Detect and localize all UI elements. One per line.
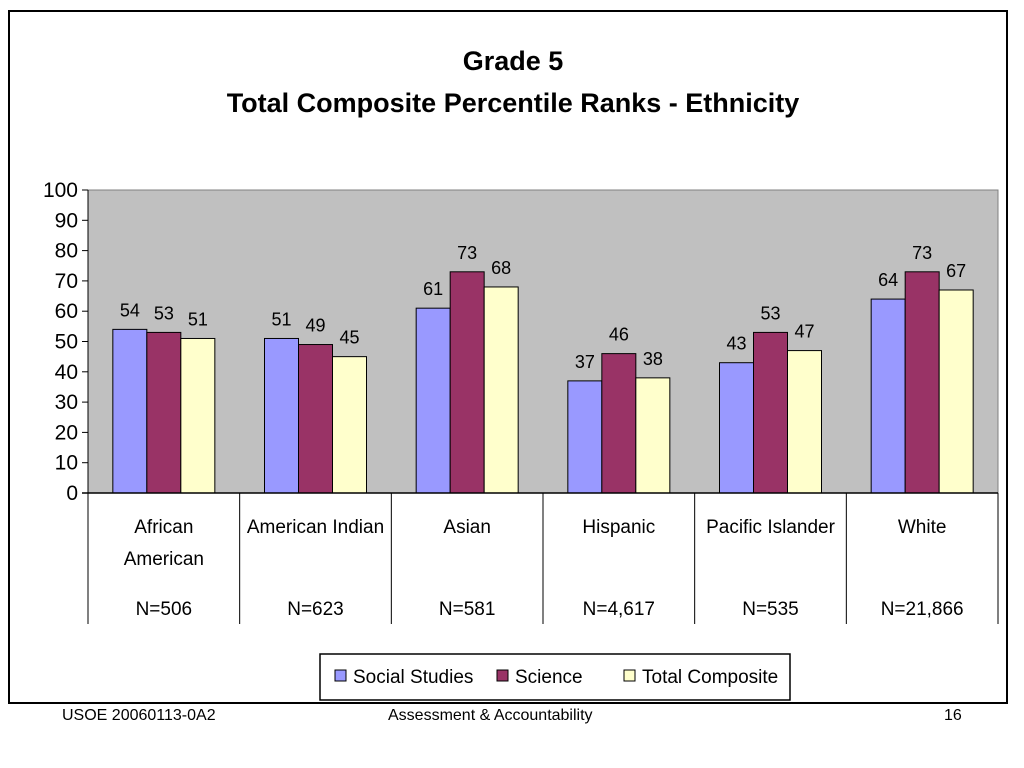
bar	[870, 298, 906, 494]
legend-swatch	[334, 669, 347, 682]
bar	[753, 331, 788, 494]
legend-label: Social Studies	[353, 667, 473, 688]
y-tick-label: 30	[55, 391, 78, 414]
bar	[938, 289, 974, 494]
chart-title: Grade 5	[463, 46, 564, 76]
bar	[719, 362, 754, 494]
legend-swatch	[623, 669, 636, 682]
category-count-label: N=4,617	[583, 599, 655, 620]
footer-left-text: USOE 20060113-0A2	[62, 707, 216, 724]
category-count-label: N=581	[439, 599, 496, 620]
category-label: American	[124, 549, 204, 570]
category-label: Asian	[443, 517, 491, 538]
bar	[601, 353, 637, 494]
bar-value-label: 54	[120, 300, 140, 320]
bar	[264, 337, 299, 494]
bar	[112, 328, 148, 494]
bar	[904, 271, 940, 494]
bar-value-label: 53	[760, 303, 780, 323]
bar-value-label: 38	[643, 349, 663, 369]
legend-swatch	[496, 669, 509, 682]
chart-subtitle: Total Composite Percentile Ranks - Ethni…	[227, 88, 800, 118]
y-tick-label: 40	[55, 361, 78, 384]
bar-value-label: 64	[878, 270, 898, 290]
category-label: American Indian	[247, 517, 384, 538]
category-label: White	[898, 517, 947, 538]
category-label: Hispanic	[582, 517, 655, 538]
bar-value-label: 43	[726, 334, 746, 354]
category-count-label: N=506	[136, 599, 193, 620]
category-count-label: N=623	[287, 599, 344, 620]
legend-label: Total Composite	[642, 667, 778, 688]
bar-value-label: 45	[339, 328, 359, 348]
category-count-label: N=21,866	[881, 599, 964, 620]
bar	[635, 377, 671, 494]
y-tick-label: 20	[55, 421, 78, 444]
bar	[483, 286, 519, 494]
y-tick-label: 100	[43, 179, 78, 202]
bar-value-label: 37	[575, 352, 595, 372]
y-tick-label: 50	[55, 331, 78, 354]
plot-area	[87, 189, 999, 494]
y-tick-label: 0	[66, 482, 78, 505]
y-tick-label: 10	[55, 452, 78, 475]
y-tick-label: 60	[55, 300, 78, 323]
y-tick-label: 90	[55, 209, 78, 232]
category-label: Pacific Islander	[706, 517, 836, 538]
footer-center-text: Assessment & Accountability	[388, 707, 593, 724]
legend-label: Science	[515, 667, 583, 688]
bar-value-label: 73	[912, 243, 932, 263]
bar-value-label: 68	[491, 258, 511, 278]
bar	[180, 337, 216, 494]
bar	[332, 356, 367, 494]
bar-value-label: 47	[794, 322, 814, 342]
bar	[449, 271, 485, 494]
bar-value-label: 46	[609, 325, 629, 345]
legend	[319, 653, 791, 701]
bar-value-label: 61	[423, 279, 443, 299]
bar-value-label: 51	[188, 309, 208, 329]
y-tick-label: 80	[55, 240, 78, 263]
bar	[567, 380, 603, 494]
bar-value-label: 53	[154, 303, 174, 323]
bar-value-label: 49	[305, 316, 325, 336]
category-label: African	[134, 517, 193, 538]
slide-frame: Grade 5 Total Composite Percentile Ranks…	[8, 10, 1008, 704]
bar-value-label: 73	[457, 243, 477, 263]
bar	[146, 331, 182, 494]
bar	[298, 344, 333, 494]
chart: Grade 5 Total Composite Percentile Ranks…	[43, 46, 999, 701]
bar	[415, 307, 451, 494]
bar-value-label: 67	[946, 261, 966, 281]
bar	[787, 350, 822, 494]
y-tick-label: 70	[55, 270, 78, 293]
category-count-label: N=535	[742, 599, 799, 620]
bar-value-label: 51	[271, 309, 291, 329]
footer-page-number: 16	[944, 707, 962, 724]
